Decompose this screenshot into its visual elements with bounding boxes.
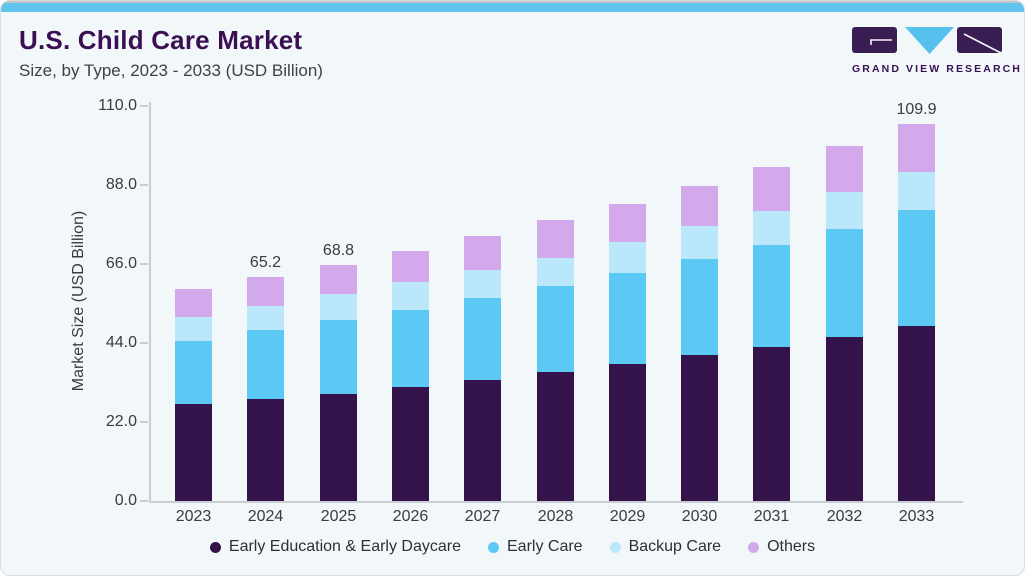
x-tick-label: 2030 xyxy=(681,508,718,525)
bar-segment-2023 xyxy=(175,341,212,404)
legend-item: Others xyxy=(748,538,815,556)
x-axis-line xyxy=(149,501,963,503)
x-tick-label: 2033 xyxy=(898,508,935,525)
bar-segment-2028 xyxy=(537,220,574,258)
bar-segment-2027 xyxy=(464,379,501,501)
x-tick-label: 2024 xyxy=(247,508,284,525)
bar-segment-2029 xyxy=(609,204,646,242)
bar-segment-2028 xyxy=(537,286,574,372)
bar-segment-2023 xyxy=(175,403,212,501)
y-tick-mark xyxy=(140,342,148,344)
bar-segment-2025 xyxy=(320,393,357,501)
bar-segment-2024 xyxy=(247,398,284,501)
x-tick-label: 2025 xyxy=(320,508,357,525)
bar-segment-2033 xyxy=(898,123,935,172)
legend-swatch-icon xyxy=(209,541,221,553)
bar-segment-2028 xyxy=(537,371,574,501)
bar-segment-2031 xyxy=(753,166,790,212)
bar-segment-2027 xyxy=(464,235,501,271)
x-tick-label: 2026 xyxy=(392,508,429,525)
legend-item: Early Education & Early Daycare xyxy=(209,538,461,556)
bar-segment-2029 xyxy=(609,272,646,365)
bar-segment-2032 xyxy=(826,191,863,229)
top-accent-stripe xyxy=(1,1,1024,12)
x-tick-label: 2029 xyxy=(609,508,646,525)
grand-view-research-logo: GRAND VIEW RESEARCH xyxy=(852,26,1022,75)
bar-segment-2031 xyxy=(753,211,790,246)
bar-segment-2026 xyxy=(392,386,429,501)
legend-item: Early Care xyxy=(488,538,583,556)
bar-value-label: 65.2 xyxy=(249,254,282,272)
bar-segment-2029 xyxy=(609,364,646,501)
bar-segment-2033 xyxy=(898,171,935,211)
gvr-logo-wordmark: GRAND VIEW RESEARCH xyxy=(852,63,1022,75)
bar-segment-2026 xyxy=(392,250,429,283)
bar-segment-2032 xyxy=(826,336,863,501)
y-tick-mark xyxy=(140,184,148,186)
y-tick-label: 88.0 xyxy=(105,176,137,193)
y-axis-line xyxy=(149,102,151,502)
bar-segment-2024 xyxy=(247,330,284,399)
y-tick-mark xyxy=(140,421,148,423)
bar-segment-2024 xyxy=(247,277,284,307)
bar-segment-2027 xyxy=(464,270,501,298)
y-tick-mark xyxy=(140,263,148,265)
legend-label: Early Care xyxy=(507,538,583,555)
bar-value-label: 109.9 xyxy=(896,100,937,118)
bar-segment-2032 xyxy=(826,228,863,337)
bar-segment-2030 xyxy=(681,355,718,501)
bar-segment-2026 xyxy=(392,309,429,387)
bar-segment-2032 xyxy=(826,145,863,192)
y-tick-label: 0.0 xyxy=(114,492,137,509)
legend-label: Others xyxy=(767,538,816,555)
y-tick-mark xyxy=(140,500,148,502)
legend-swatch-icon xyxy=(488,541,499,553)
page-title: U.S. Child Care Market xyxy=(19,25,303,55)
chart-header: U.S. Child Care Market Size, by Type, 20… xyxy=(19,25,323,81)
bar-segment-2030 xyxy=(681,225,718,259)
bar-segment-2026 xyxy=(392,282,429,310)
bar-segment-2030 xyxy=(681,258,718,356)
bar-segment-2027 xyxy=(464,297,501,380)
bar-segment-2024 xyxy=(247,306,284,331)
x-tick-label: 2031 xyxy=(753,508,790,525)
x-tick-label: 2028 xyxy=(537,508,574,525)
legend-label: Early Education & Early Daycare xyxy=(228,538,461,555)
legend-item: Backup Care xyxy=(609,538,722,556)
legend-label: Backup Care xyxy=(628,538,722,555)
bar-segment-2029 xyxy=(609,241,646,273)
chart-legend: Early Education & Early Daycare Early Car… xyxy=(1,538,1024,556)
bar-segment-2023 xyxy=(175,317,212,342)
bar-value-label: 68.8 xyxy=(322,241,355,259)
y-tick-label: 66.0 xyxy=(105,255,137,272)
gvr-logo-icon xyxy=(852,27,1002,54)
y-tick-label: 44.0 xyxy=(105,334,137,351)
x-tick-label: 2027 xyxy=(464,508,501,525)
bar-segment-2023 xyxy=(175,288,212,318)
chart-subtitle: Size, by Type, 2023 - 2033 (USD Billion) xyxy=(19,61,323,80)
bar-segment-2025 xyxy=(320,294,357,321)
y-tick-mark xyxy=(140,105,148,107)
bar-segment-2033 xyxy=(898,326,935,501)
bar-segment-2025 xyxy=(320,264,357,295)
legend-swatch-icon xyxy=(748,541,760,553)
y-tick-label: 22.0 xyxy=(105,413,137,430)
bar-segment-2028 xyxy=(537,257,574,287)
bar-segment-2030 xyxy=(681,186,718,226)
bar-segment-2031 xyxy=(753,245,790,347)
bar-segment-2025 xyxy=(320,320,357,394)
y-axis-title: Market Size (USD Billion) xyxy=(70,210,87,392)
bar-segment-2031 xyxy=(753,346,790,501)
x-tick-label: 2023 xyxy=(175,508,212,525)
bar-segment-2033 xyxy=(898,210,935,326)
x-tick-label: 2032 xyxy=(826,508,863,525)
legend-swatch-icon xyxy=(609,541,621,553)
y-tick-label: 110.0 xyxy=(98,97,137,114)
